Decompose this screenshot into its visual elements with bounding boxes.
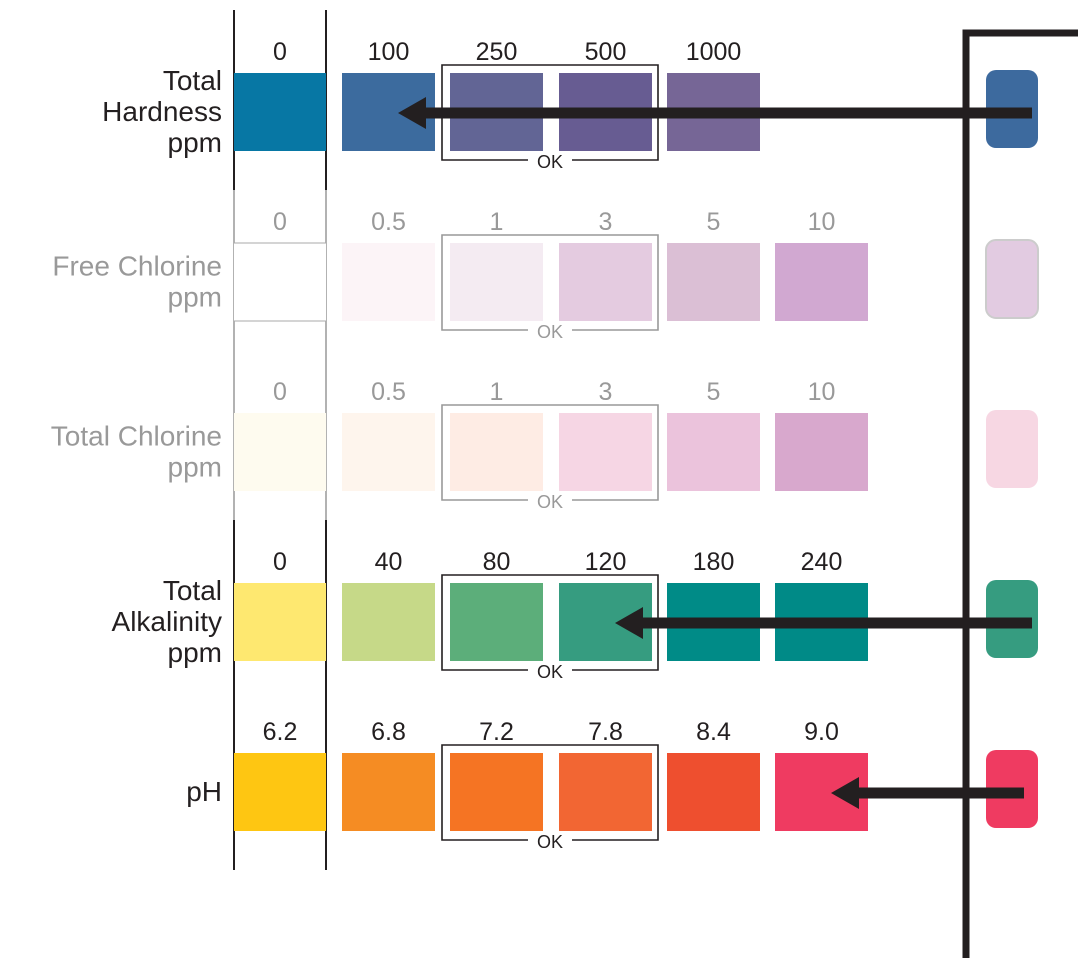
scale-value-label: 0 — [273, 378, 287, 406]
scale-value-label: 5 — [707, 378, 721, 406]
scale-value-label: 7.8 — [588, 718, 623, 746]
scale-value-label: 10 — [808, 378, 836, 406]
color-swatch — [450, 753, 543, 831]
color-swatch — [450, 243, 543, 321]
color-swatch — [234, 243, 326, 321]
scale-value-label: 5 — [707, 208, 721, 236]
scale-value-label: 100 — [368, 38, 410, 66]
scale-value-label: 0.5 — [371, 208, 406, 236]
scale-value-label: 240 — [801, 548, 843, 576]
color-swatch — [234, 413, 326, 491]
color-swatch — [342, 583, 435, 661]
scale-value-label: 0 — [273, 548, 287, 576]
color-swatch — [342, 243, 435, 321]
scale-value-label: 0.5 — [371, 378, 406, 406]
scale-value-label: 80 — [483, 548, 511, 576]
ok-range-bracket — [441, 404, 659, 501]
color-swatch — [667, 413, 760, 491]
color-swatch — [775, 243, 868, 321]
scale-value-label: 1 — [490, 378, 504, 406]
scale-value-label: 120 — [585, 548, 627, 576]
color-swatch — [775, 413, 868, 491]
ok-range-label: OK — [537, 492, 563, 512]
parameter-name-line: Alkalinity — [112, 606, 222, 637]
strip-pad — [985, 239, 1039, 319]
color-swatch — [667, 243, 760, 321]
scale-value-label: 0 — [273, 208, 287, 236]
parameter-name-line: ppm — [168, 637, 222, 668]
color-swatch — [234, 753, 326, 831]
color-swatch — [234, 583, 326, 661]
parameter-row: pH 6.2 6.8 7.2 7.8 8.4 9.0 OK — [186, 718, 1038, 852]
parameter-name-line: pH — [186, 776, 222, 807]
scale-value-label: 6.8 — [371, 718, 406, 746]
parameter-name-line: Total Chlorine — [51, 421, 222, 452]
scale-value-label: 1000 — [686, 38, 742, 66]
scale-value-label: 1 — [490, 208, 504, 236]
scale-value-label: 8.4 — [696, 718, 731, 746]
ok-range-label: OK — [537, 662, 563, 682]
test-strip-outline — [962, 29, 1078, 958]
scale-value-label: 7.2 — [479, 718, 514, 746]
parameter-name-line: ppm — [168, 282, 222, 313]
ok-range-label: OK — [537, 322, 563, 342]
color-swatch — [234, 73, 326, 151]
parameter-name-line: Total — [163, 65, 222, 96]
scale-value-label: 9.0 — [804, 718, 839, 746]
color-swatch — [559, 243, 652, 321]
match-arrow-head — [615, 607, 643, 639]
ok-range-bracket — [441, 64, 659, 161]
scale-value-label: 40 — [375, 548, 403, 576]
scale-value-label: 3 — [599, 208, 613, 236]
scale-value-label: 6.2 — [263, 718, 298, 746]
scale-value-label: 10 — [808, 208, 836, 236]
match-arrow-head — [831, 777, 859, 809]
match-arrow-head — [398, 97, 426, 129]
parameter-name-line: Hardness — [102, 96, 222, 127]
color-swatch — [342, 413, 435, 491]
scale-value-label: 3 — [599, 378, 613, 406]
ok-range-label: OK — [537, 152, 563, 172]
color-swatch — [342, 753, 435, 831]
color-swatch — [559, 413, 652, 491]
scale-value-label: 0 — [273, 38, 287, 66]
parameter-name-line: Free Chlorine — [52, 251, 222, 282]
scale-value-label: 500 — [585, 38, 627, 66]
scale-value-label: 250 — [476, 38, 518, 66]
ok-range-bracket — [441, 744, 659, 841]
strip-pad — [986, 410, 1038, 488]
ok-range-bracket — [441, 234, 659, 331]
color-swatch — [559, 753, 652, 831]
color-swatch — [667, 753, 760, 831]
parameter-name-line: ppm — [168, 127, 222, 158]
ok-range-label: OK — [537, 832, 563, 852]
scale-value-label: 180 — [693, 548, 735, 576]
ok-range-bracket — [441, 574, 659, 671]
color-swatch — [450, 413, 543, 491]
parameter-name-line: Total — [163, 575, 222, 606]
color-swatch — [450, 583, 543, 661]
parameter-name-line: ppm — [168, 452, 222, 483]
